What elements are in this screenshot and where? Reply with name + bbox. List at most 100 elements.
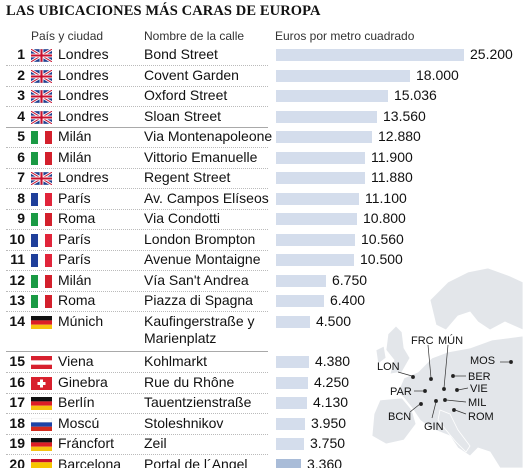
bar-value-label: 11.900 xyxy=(371,148,413,165)
bar xyxy=(276,438,304,450)
row-street: Via Condotti xyxy=(144,210,221,226)
row-city: Fráncfort xyxy=(58,435,115,451)
row-city: Viena xyxy=(58,353,94,369)
row-separator xyxy=(6,126,268,128)
row-street: Regent Street xyxy=(144,169,231,185)
map-dot-mun xyxy=(442,387,446,391)
row-rank: 11 xyxy=(10,251,25,267)
row-city: Moscú xyxy=(58,414,100,431)
table-row: 4 Londres Sloan Street 13.560 xyxy=(0,107,523,128)
bar xyxy=(276,458,301,468)
map-leader-mil xyxy=(445,399,467,403)
map-label-mos: MOS xyxy=(470,355,495,367)
bar xyxy=(276,192,359,205)
map-label-frc: FRC xyxy=(411,335,434,347)
row-street: London Brompton xyxy=(144,230,256,247)
row-city: París xyxy=(58,251,91,267)
map-label-vie: VIE xyxy=(470,383,488,395)
table-row: 3 Londres Oxford Street 15.036 xyxy=(0,86,523,107)
table-row: 2 Londres Covent Garden 18.000 xyxy=(0,66,523,87)
bar xyxy=(276,315,310,328)
bar xyxy=(276,274,326,287)
map-dot-bcn xyxy=(419,402,423,406)
row-separator xyxy=(6,433,268,435)
map-land-continent xyxy=(397,335,523,468)
row-city: Londres xyxy=(58,107,109,124)
uk-flag-icon xyxy=(31,172,52,185)
row-rank: 2 xyxy=(17,66,25,83)
row-city: París xyxy=(58,189,91,206)
bar-value-label: 11.880 xyxy=(371,169,413,185)
row-street: Via Montenapoleone xyxy=(144,128,273,144)
row-separator xyxy=(6,208,268,210)
map-leader-vie xyxy=(457,387,469,391)
ch-flag-icon xyxy=(31,376,52,390)
bar-value-label: 3.950 xyxy=(311,414,347,431)
map-dot-lon xyxy=(411,375,415,379)
bar xyxy=(276,69,410,82)
row-city: Ginebra xyxy=(58,373,108,390)
bar-value-label: 4.250 xyxy=(314,373,350,390)
map-label-gin: GIN xyxy=(424,421,444,433)
row-rank: 10 xyxy=(9,230,25,247)
map-dot-rom xyxy=(452,408,456,412)
row-rank: 14 xyxy=(9,312,25,329)
row-city: Múnich xyxy=(58,312,104,329)
table-row: 20 Barcelona Portal de l´Angel 3.360 xyxy=(0,455,523,468)
row-separator xyxy=(6,229,268,230)
table-row: 12 Milán Vía San't Andrea 6.750 xyxy=(0,271,523,292)
row-street: Vittorio Emanuelle xyxy=(144,148,258,165)
chart-title: LAS UBICACIONES MÁS CARAS DE EUROPA xyxy=(6,3,321,19)
row-street: Bond Street xyxy=(144,46,218,62)
row-street: Oxford Street xyxy=(144,87,228,103)
map-land-italy xyxy=(437,409,471,453)
it-flag-icon xyxy=(31,131,52,144)
row-city: Berlín xyxy=(58,394,95,410)
bar-value-label: 10.500 xyxy=(360,251,403,267)
table-row: 6 Milán Vittorio Emanuelle 11.900 xyxy=(0,148,523,169)
row-rank: 1 xyxy=(17,46,25,62)
bar xyxy=(276,213,357,225)
table-row: 8 París Av. Campos Elíseos 11.100 xyxy=(0,189,523,210)
fr-flag-icon xyxy=(31,233,52,247)
row-city: Milán xyxy=(58,271,92,288)
map-leader-mun xyxy=(443,344,449,389)
bar xyxy=(276,90,388,102)
es-flag-icon xyxy=(31,458,52,468)
map-dot-ber xyxy=(451,374,455,378)
row-rank: 13 xyxy=(9,292,25,308)
bar-value-label: 3.750 xyxy=(310,435,346,451)
bar-value-label: 3.360 xyxy=(307,455,343,468)
table-row: 16 Ginebra Rue du Rhône 4.250 xyxy=(0,373,523,394)
table-row: 18 Moscú Stoleshnikov 3.950 xyxy=(0,414,523,435)
row-street: Zeil xyxy=(144,435,167,451)
bar xyxy=(276,151,365,164)
table-row: 10 París London Brompton 10.560 xyxy=(0,230,523,251)
row-street: Tauentzienstraße xyxy=(144,394,252,410)
row-street: Avenue Montaigne xyxy=(144,251,261,267)
row-city: Londres xyxy=(58,46,109,62)
ru-flag-icon xyxy=(31,417,52,431)
row-city: Milán xyxy=(58,128,92,144)
bar-value-label: 10.800 xyxy=(363,210,406,226)
bar-value-label: 11.100 xyxy=(365,189,407,206)
row-rank: 9 xyxy=(17,210,25,226)
row-rank: 20 xyxy=(9,455,25,468)
bar xyxy=(276,110,377,123)
map-label-bcn: BCN xyxy=(388,411,411,423)
table-row: 7 Londres Regent Street 11.880 xyxy=(0,168,523,189)
row-street: Portal de l´Angel xyxy=(144,455,248,468)
bar-value-label: 6.750 xyxy=(332,271,368,288)
fr-flag-icon xyxy=(31,192,52,206)
row-rank: 16 xyxy=(9,373,25,390)
table-row: 17 Berlín Tauentzienstraße 4.130 xyxy=(0,393,523,414)
row-separator xyxy=(6,311,268,312)
row-street: Piazza di Spagna xyxy=(144,292,253,308)
de-flag-icon xyxy=(31,438,52,451)
header-value: Euros por metro cuadrado xyxy=(275,29,415,43)
row-rank: 3 xyxy=(17,87,25,103)
bar-value-label: 13.560 xyxy=(383,107,426,124)
bar-value-label: 18.000 xyxy=(416,66,459,83)
bar-value-label: 4.380 xyxy=(315,353,351,369)
